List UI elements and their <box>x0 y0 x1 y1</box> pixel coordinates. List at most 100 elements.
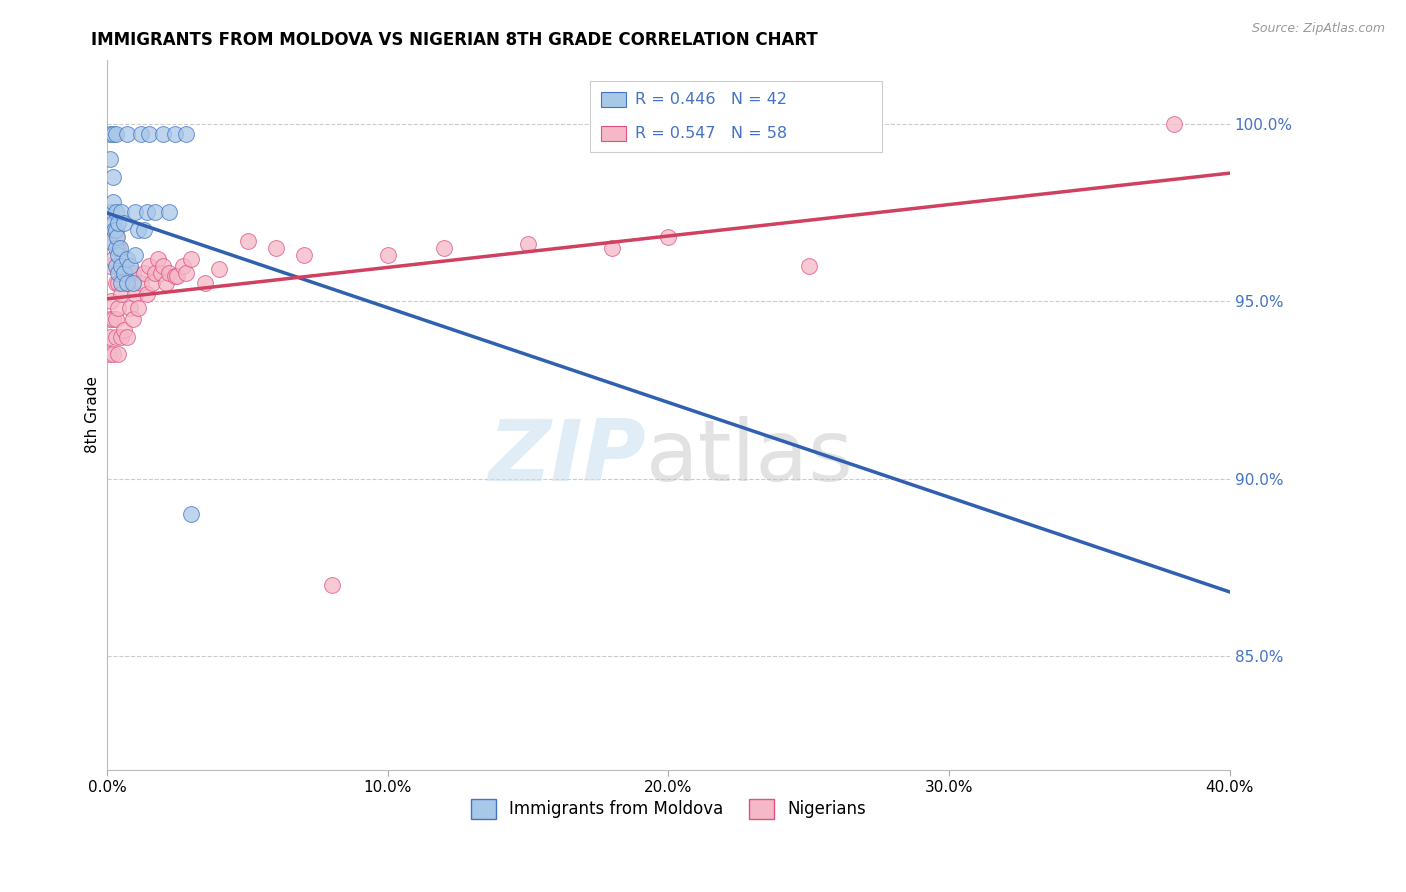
Point <box>104 127 127 141</box>
Point <box>115 277 138 291</box>
Point <box>377 248 399 262</box>
Point <box>264 241 287 255</box>
Point <box>180 508 202 522</box>
Point <box>135 205 157 219</box>
Point <box>98 329 121 343</box>
Legend: Immigrants from Moldova, Nigerians: Immigrants from Moldova, Nigerians <box>464 792 873 826</box>
Point <box>107 347 129 361</box>
Point <box>152 127 174 141</box>
Point <box>105 230 128 244</box>
Point <box>127 223 149 237</box>
Text: ZIP: ZIP <box>488 416 645 499</box>
Point <box>110 329 132 343</box>
Point <box>433 241 456 255</box>
Point <box>108 241 131 255</box>
Point <box>143 266 166 280</box>
Point <box>107 301 129 316</box>
Point <box>97 347 120 361</box>
Point <box>118 266 141 280</box>
Point <box>104 223 127 237</box>
Point <box>163 269 186 284</box>
Point <box>115 127 138 141</box>
Point <box>118 259 141 273</box>
Text: R = 0.446   N = 42: R = 0.446 N = 42 <box>634 92 787 107</box>
Point <box>132 223 155 237</box>
Point <box>110 259 132 273</box>
Point <box>107 277 129 291</box>
Point <box>104 205 127 219</box>
Point <box>100 294 122 309</box>
Point <box>163 127 186 141</box>
Point <box>517 237 540 252</box>
Point <box>98 152 121 166</box>
Point <box>107 216 129 230</box>
Point <box>112 216 135 230</box>
FancyBboxPatch shape <box>591 81 882 152</box>
Text: Source: ZipAtlas.com: Source: ZipAtlas.com <box>1251 22 1385 36</box>
Point <box>101 312 124 326</box>
Point <box>115 329 138 343</box>
Point <box>98 312 121 326</box>
Point <box>149 266 172 280</box>
Point <box>115 252 138 266</box>
Point <box>110 259 132 273</box>
FancyBboxPatch shape <box>602 126 626 141</box>
Point <box>110 277 132 291</box>
FancyBboxPatch shape <box>602 92 626 107</box>
Point <box>174 127 197 141</box>
Point <box>101 127 124 141</box>
Point <box>112 266 135 280</box>
Point <box>180 252 202 266</box>
Point <box>236 234 259 248</box>
Point <box>321 578 343 592</box>
Point <box>143 205 166 219</box>
Point <box>101 169 124 184</box>
Text: IMMIGRANTS FROM MOLDOVA VS NIGERIAN 8TH GRADE CORRELATION CHART: IMMIGRANTS FROM MOLDOVA VS NIGERIAN 8TH … <box>91 31 818 49</box>
Point <box>103 223 125 237</box>
Point <box>208 262 231 277</box>
Point <box>124 205 146 219</box>
Point <box>155 277 177 291</box>
Point <box>101 347 124 361</box>
Text: R = 0.547   N = 58: R = 0.547 N = 58 <box>634 126 787 141</box>
Point <box>172 259 194 273</box>
Point <box>166 269 188 284</box>
Point <box>97 234 120 248</box>
Text: atlas: atlas <box>645 416 853 499</box>
Point <box>141 277 163 291</box>
Point <box>132 266 155 280</box>
Point <box>104 241 127 255</box>
Point <box>127 301 149 316</box>
Point <box>104 329 127 343</box>
Point <box>101 216 124 230</box>
Point <box>112 322 135 336</box>
Point <box>121 266 143 280</box>
Point <box>1163 116 1185 130</box>
Point <box>104 259 127 273</box>
Point <box>194 277 217 291</box>
Point <box>157 205 180 219</box>
Point <box>292 248 315 262</box>
Point <box>797 259 820 273</box>
Point <box>135 287 157 301</box>
Point <box>98 127 121 141</box>
Point <box>101 252 124 266</box>
Point <box>657 230 679 244</box>
Point <box>107 266 129 280</box>
Point <box>129 277 152 291</box>
Point <box>104 230 127 244</box>
Point <box>157 266 180 280</box>
Point <box>110 205 132 219</box>
Point <box>104 277 127 291</box>
Point <box>112 266 135 280</box>
Point <box>138 259 160 273</box>
Point <box>121 312 143 326</box>
Point <box>124 248 146 262</box>
Point <box>104 312 127 326</box>
Point <box>107 241 129 255</box>
Point <box>174 266 197 280</box>
Point <box>98 259 121 273</box>
Point <box>100 205 122 219</box>
Point <box>118 301 141 316</box>
Point <box>107 248 129 262</box>
